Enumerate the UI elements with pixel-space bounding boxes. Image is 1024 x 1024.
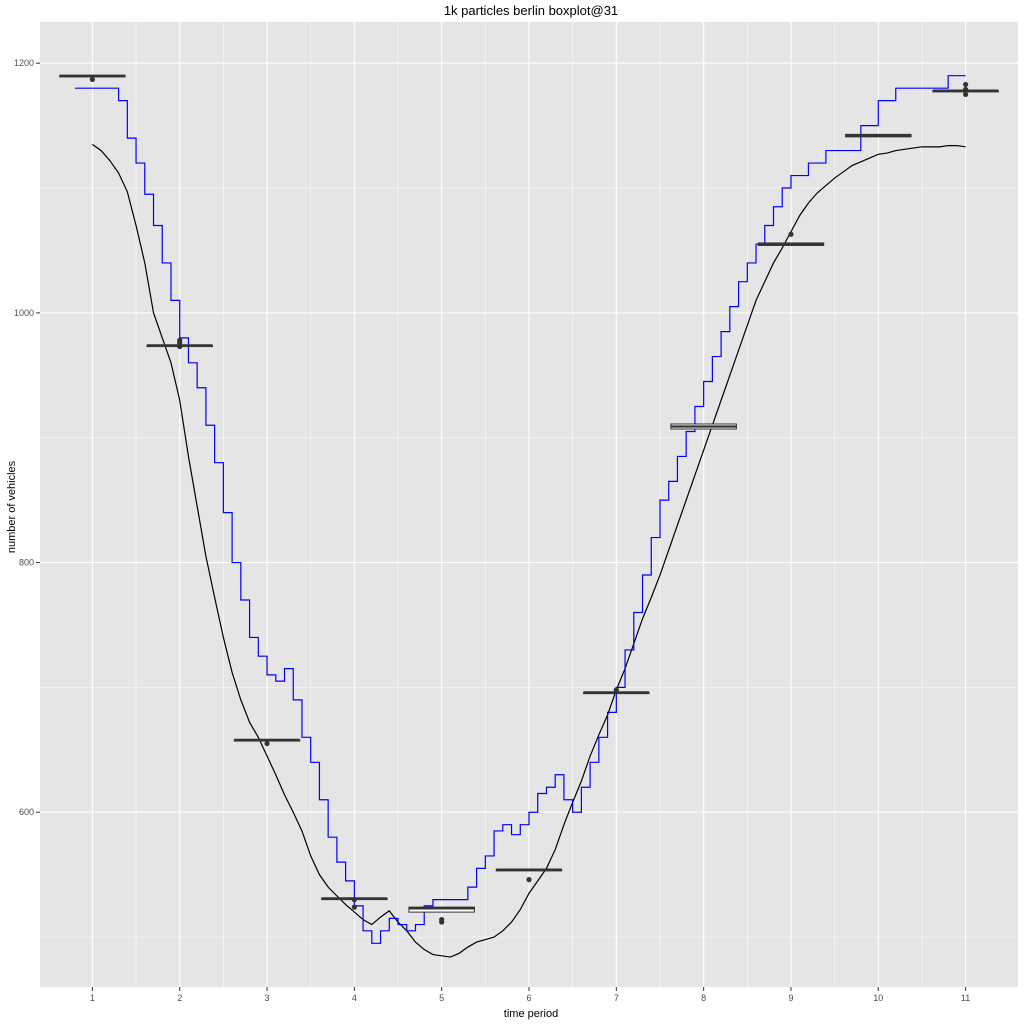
x-tick-label: 7 — [614, 993, 619, 1003]
box-8 — [670, 423, 737, 430]
outlier-point — [439, 919, 445, 925]
chart-title: 1k particles berlin boxplot@31 — [444, 3, 618, 18]
x-tick-label: 1 — [90, 993, 95, 1003]
outlier-point — [613, 687, 619, 693]
grid-lines — [40, 22, 1018, 987]
x-axis: 1 2 3 4 5 6 7 8 9 10 11 — [90, 987, 970, 1003]
outlier-point — [177, 343, 183, 350]
x-tick-label: 6 — [526, 993, 531, 1003]
box-5 — [408, 906, 475, 925]
series-line-1 — [92, 143, 966, 958]
x-tick-label: 4 — [352, 993, 357, 1003]
box-10 — [845, 133, 912, 138]
x-tick-label: 9 — [788, 993, 793, 1003]
x-tick-label: 2 — [177, 993, 182, 1003]
outlier-point — [963, 86, 969, 93]
box-2 — [146, 337, 213, 350]
x-tick-label: 3 — [265, 993, 270, 1003]
outlier-point — [963, 91, 969, 98]
x-tick-label: 10 — [873, 993, 883, 1003]
box-6 — [495, 868, 563, 883]
y-tick-label: 1200 — [14, 58, 34, 68]
outlier-point — [788, 231, 794, 237]
y-tick-label: 1000 — [14, 308, 34, 318]
outlier-point — [351, 904, 357, 910]
outlier-point — [89, 76, 95, 83]
outlier-point — [264, 740, 270, 747]
box-7 — [583, 687, 650, 695]
box-11 — [932, 81, 999, 98]
box-body — [408, 906, 475, 913]
box-layer — [59, 74, 999, 925]
box-4 — [321, 897, 388, 910]
x-tick-label: 8 — [701, 993, 706, 1003]
y-axis-title: number of vehicles — [6, 460, 18, 553]
box-3 — [233, 738, 301, 747]
outlier-point — [351, 897, 357, 903]
box-9 — [757, 231, 825, 246]
x-tick-label: 11 — [961, 993, 970, 1003]
y-tick-label: 800 — [19, 558, 34, 568]
series-layer — [74, 75, 966, 958]
y-axis: 600 800 1000 1200 — [14, 58, 40, 817]
outlier-point — [526, 877, 532, 883]
box-1 — [59, 74, 126, 83]
x-tick-label: 5 — [439, 993, 444, 1003]
outlier-point — [963, 81, 969, 88]
outlier-point — [177, 340, 183, 346]
y-tick-label: 600 — [19, 807, 34, 817]
x-axis-title: time period — [504, 1008, 558, 1020]
series-line-2 — [74, 75, 966, 944]
